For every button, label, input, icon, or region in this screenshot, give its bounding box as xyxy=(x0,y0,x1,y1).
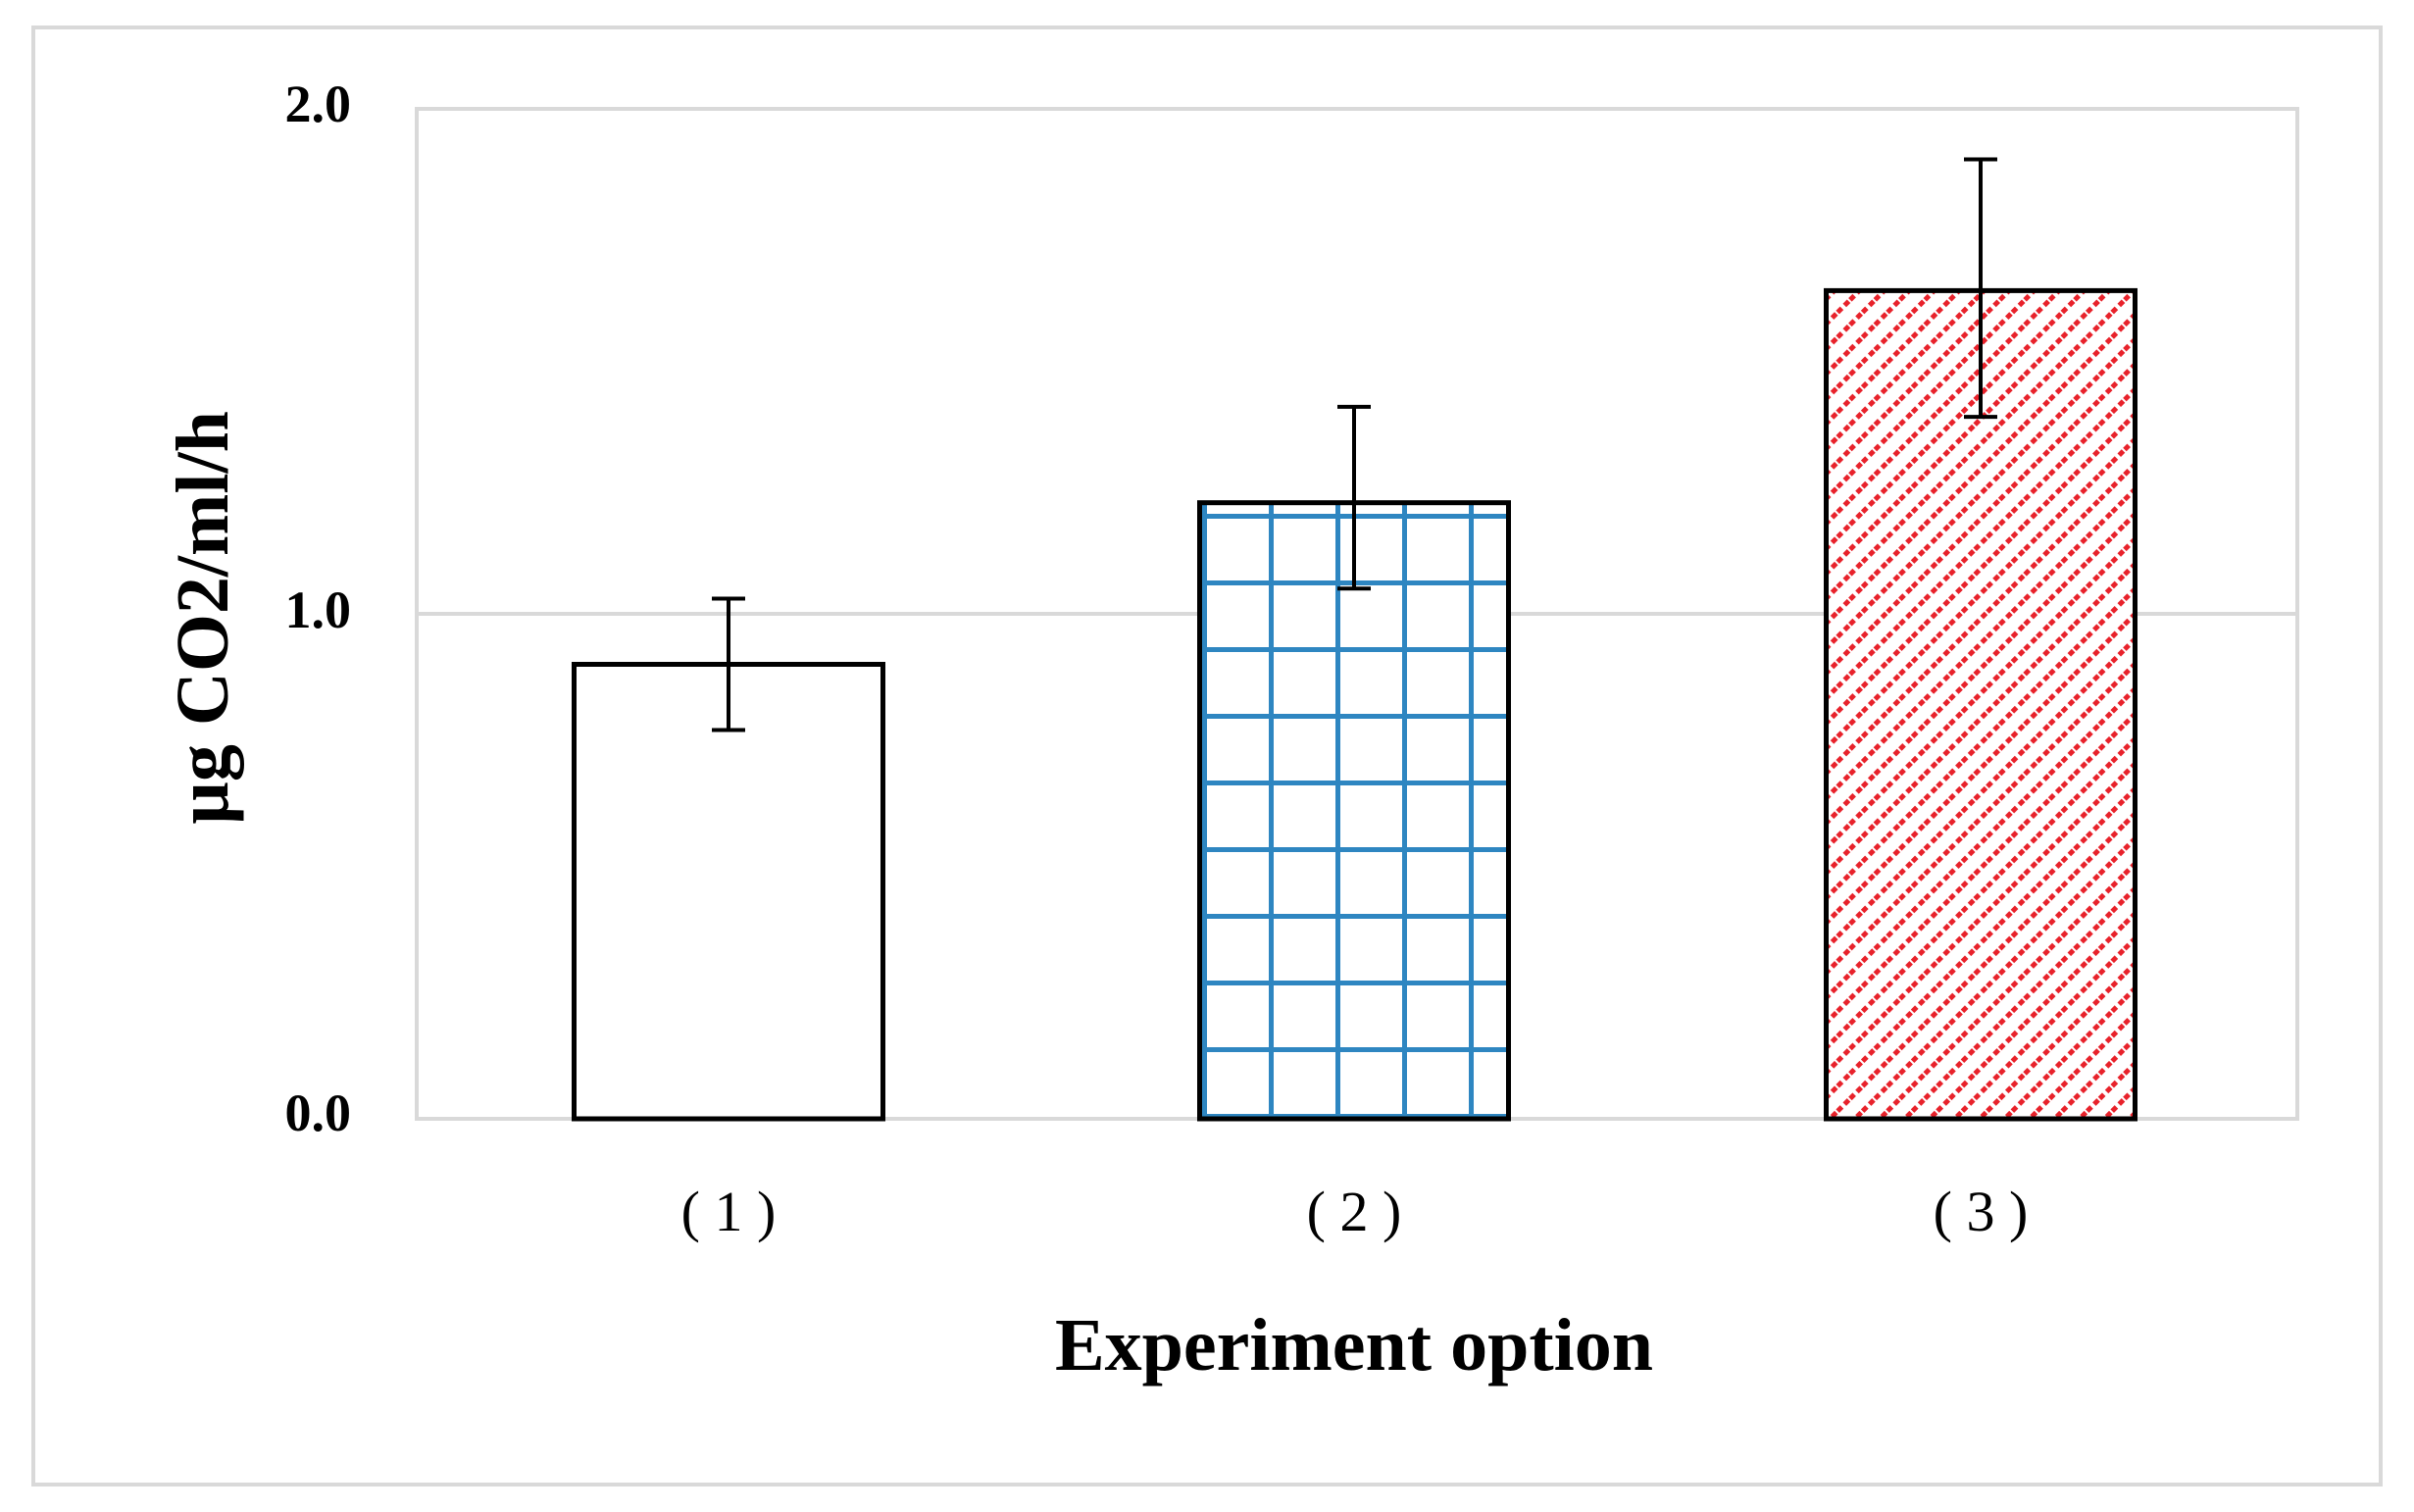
x-axis-title: Experiment option xyxy=(1055,1304,1653,1386)
x-category-label-3: ( 3 ) xyxy=(1934,1180,2029,1243)
y-axis-title: µg CO2/ml/h xyxy=(162,411,244,825)
error-bar-2 xyxy=(1337,404,1371,591)
error-bars xyxy=(712,157,1997,732)
y-tick-label-1: 1.0 xyxy=(285,580,352,639)
bar-1 xyxy=(572,662,885,1122)
error-bar-3 xyxy=(1964,157,1997,420)
x-category-label-2: ( 2 ) xyxy=(1307,1180,1402,1243)
error-bar-1 xyxy=(712,596,745,732)
y-tick-label-2: 2.0 xyxy=(285,75,352,133)
y-tick-label-0: 0.0 xyxy=(285,1084,352,1142)
bar-2 xyxy=(1197,500,1511,1122)
bar-3 xyxy=(1824,287,2137,1122)
x-category-label-1: ( 1 ) xyxy=(681,1180,777,1243)
